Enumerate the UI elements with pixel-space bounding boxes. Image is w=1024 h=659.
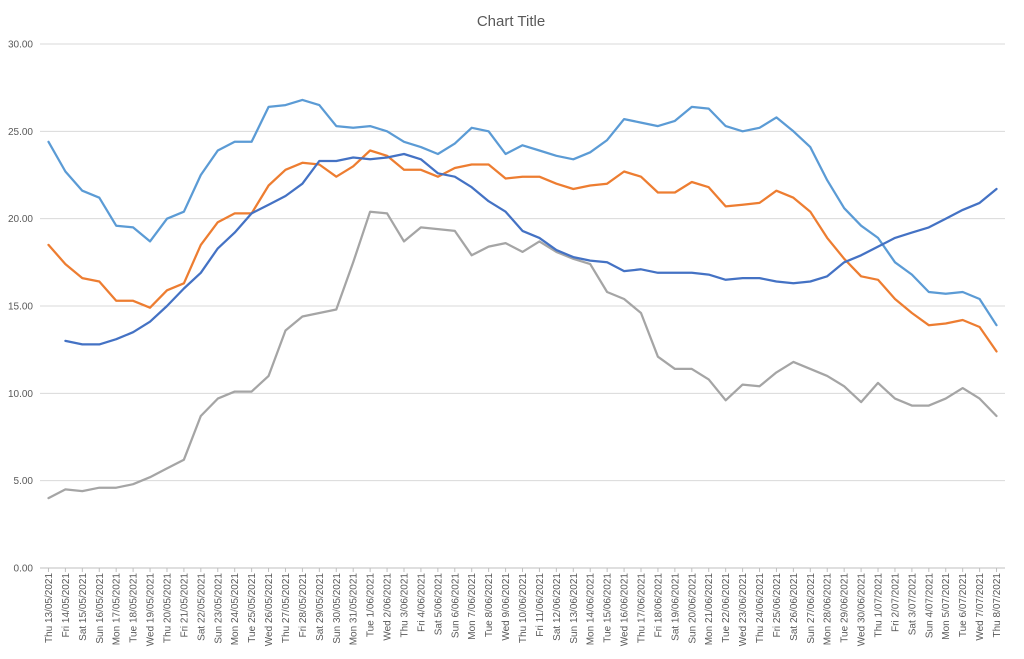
x-tick-label: Mon 21/06/2021 xyxy=(704,573,715,646)
x-tick-label: Thu 3/06/2021 xyxy=(399,573,410,638)
x-tick-label: Mon 17/05/2021 xyxy=(112,573,123,646)
x-tick-label: Sat 29/05/2021 xyxy=(315,573,326,641)
x-tick-label: Fri 2/07/2021 xyxy=(890,573,901,632)
series-line-3 xyxy=(47,210,998,500)
x-tick-label: Wed 9/06/2021 xyxy=(501,573,512,641)
x-tick-label: Wed 23/06/2021 xyxy=(738,573,749,647)
x-tick-label: Wed 19/05/2021 xyxy=(146,573,157,647)
x-tick-label: Fri 21/05/2021 xyxy=(179,573,190,638)
x-tick-label: Sun 6/06/2021 xyxy=(450,573,461,638)
y-tick-label: 20.00 xyxy=(8,214,33,225)
y-tick-label: 0.00 xyxy=(14,564,34,575)
x-tick-label: Sun 4/07/2021 xyxy=(924,573,935,638)
x-tick-label: Wed 16/06/2021 xyxy=(620,573,631,647)
x-tick-label: Mon 14/06/2021 xyxy=(586,573,597,646)
x-tick-label: Tue 25/05/2021 xyxy=(247,573,258,643)
series-lines xyxy=(47,98,998,500)
x-tick-label: Sun 30/05/2021 xyxy=(332,573,343,644)
x-tick-label: Sat 22/05/2021 xyxy=(196,573,207,641)
x-tick-label: Thu 24/06/2021 xyxy=(755,573,766,643)
chart-title: Chart Title xyxy=(477,13,545,30)
series-line-1 xyxy=(47,98,998,327)
x-tick-label: Sat 5/06/2021 xyxy=(433,573,444,636)
y-axis-ticks: 0.00 5.00 10.00 15.00 20.00 25.00 30.00 xyxy=(8,40,33,575)
x-tick-label: Fri 4/06/2021 xyxy=(416,573,427,632)
x-tick-label: Thu 8/07/2021 xyxy=(992,573,1003,638)
x-tick-label: Fri 14/05/2021 xyxy=(61,573,72,638)
x-tick-label: Fri 25/06/2021 xyxy=(772,573,783,638)
x-tick-label: Sat 15/05/2021 xyxy=(78,573,89,641)
x-tick-label: Tue 6/07/2021 xyxy=(958,573,969,638)
x-tick-label: Sat 12/06/2021 xyxy=(552,573,563,641)
x-tick-label: Wed 30/06/2021 xyxy=(857,573,868,647)
x-tick-label: Sun 20/06/2021 xyxy=(687,573,698,644)
series-line-2 xyxy=(47,149,998,353)
y-tick-label: 5.00 xyxy=(14,476,34,487)
x-tick-label: Thu 1/07/2021 xyxy=(874,573,885,638)
x-tick-label: Thu 17/06/2021 xyxy=(637,573,648,643)
x-axis-ticks: Thu 13/05/2021 Fri 14/05/2021 Sat 15/05/20… xyxy=(44,568,1003,646)
x-tick-label: Sat 19/06/2021 xyxy=(670,573,681,641)
x-tick-label: Mon 31/05/2021 xyxy=(349,573,360,646)
x-tick-label: Sun 27/06/2021 xyxy=(806,573,817,644)
x-tick-label: Tue 18/05/2021 xyxy=(129,573,140,643)
y-tick-label: 10.00 xyxy=(8,389,33,400)
x-tick-label: Tue 8/06/2021 xyxy=(484,573,495,638)
gridlines xyxy=(40,43,1005,569)
x-tick-label: Mon 5/07/2021 xyxy=(941,573,952,640)
y-tick-label: 30.00 xyxy=(8,40,33,51)
x-tick-label: Tue 22/06/2021 xyxy=(721,573,732,643)
x-tick-label: Wed 26/05/2021 xyxy=(264,573,275,647)
x-tick-label: Sun 23/05/2021 xyxy=(213,573,224,644)
x-tick-label: Sun 13/06/2021 xyxy=(569,573,580,644)
y-tick-label: 25.00 xyxy=(8,127,33,138)
x-tick-label: Thu 10/06/2021 xyxy=(518,573,529,643)
series-line-4 xyxy=(64,152,998,346)
x-tick-label: Fri 28/05/2021 xyxy=(298,573,309,638)
x-tick-label: Tue 1/06/2021 xyxy=(366,573,377,638)
x-tick-label: Fri 18/06/2021 xyxy=(653,573,664,638)
x-tick-label: Thu 13/05/2021 xyxy=(44,573,55,643)
x-tick-label: Wed 7/07/2021 xyxy=(975,573,986,641)
x-tick-label: Sat 3/07/2021 xyxy=(907,573,918,636)
x-tick-label: Mon 24/05/2021 xyxy=(230,573,241,646)
x-tick-label: Fri 11/06/2021 xyxy=(535,573,546,637)
x-tick-label: Mon 28/06/2021 xyxy=(823,573,834,646)
x-tick-label: Mon 7/06/2021 xyxy=(467,573,478,640)
x-tick-label: Sat 26/06/2021 xyxy=(789,573,800,641)
y-tick-label: 15.00 xyxy=(8,302,33,313)
x-tick-label: Tue 29/06/2021 xyxy=(840,573,851,643)
x-tick-label: Thu 27/05/2021 xyxy=(281,573,292,643)
x-tick-label: Tue 15/06/2021 xyxy=(603,573,614,643)
x-tick-label: Wed 2/06/2021 xyxy=(383,573,394,641)
x-tick-label: Thu 20/05/2021 xyxy=(162,573,173,643)
x-tick-label: Sun 16/05/2021 xyxy=(95,573,106,644)
